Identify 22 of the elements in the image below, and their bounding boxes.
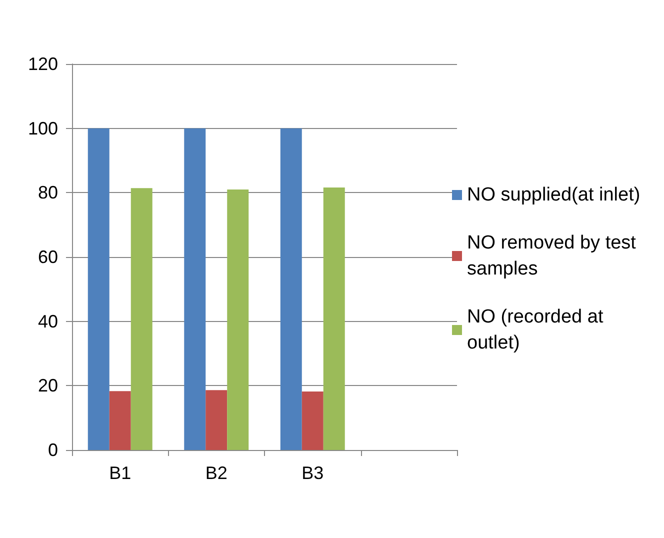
y-tick-label: 20 bbox=[38, 376, 58, 396]
bar bbox=[130, 188, 152, 450]
bar bbox=[88, 128, 110, 450]
x-tick-label: B2 bbox=[205, 463, 228, 483]
bar bbox=[206, 390, 228, 450]
x-tick-label: B3 bbox=[302, 463, 324, 483]
y-tick-label: 100 bbox=[28, 118, 58, 138]
bar bbox=[323, 188, 345, 450]
x-tick-label: B1 bbox=[109, 463, 132, 483]
legend-label: NO (recorded at outlet) bbox=[467, 306, 608, 354]
y-tick-label: 40 bbox=[38, 311, 58, 332]
legend-label: NO supplied(at inlet) bbox=[467, 184, 640, 206]
bar bbox=[227, 189, 249, 450]
y-tick-label: 120 bbox=[28, 54, 58, 74]
bar bbox=[109, 391, 131, 450]
legend-label: NO removed by test samples bbox=[467, 232, 642, 280]
bar bbox=[302, 391, 324, 450]
y-tick-label: 0 bbox=[48, 440, 58, 460]
bar bbox=[280, 128, 302, 450]
y-tick-label: 60 bbox=[38, 247, 58, 267]
bar bbox=[184, 128, 206, 450]
y-tick-label: 80 bbox=[38, 182, 58, 203]
